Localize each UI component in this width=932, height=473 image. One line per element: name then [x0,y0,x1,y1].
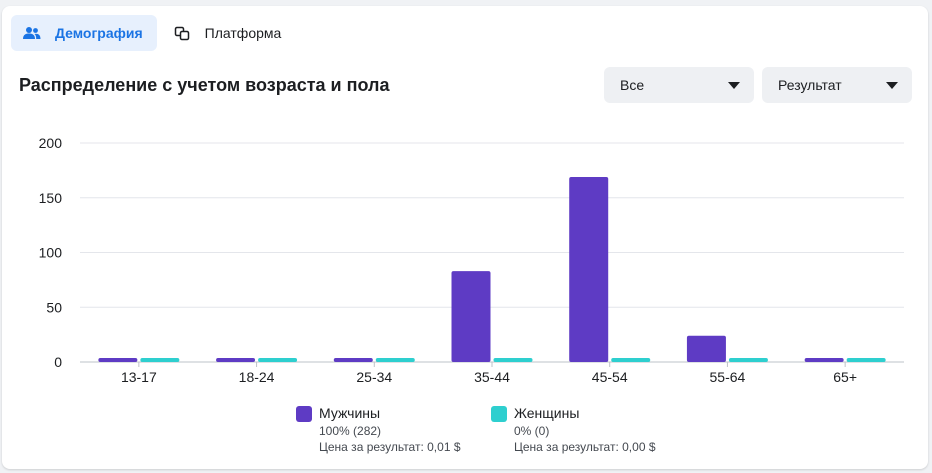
legend-share-women: 0% (0) [514,424,550,438]
y-tick-label: 0 [54,354,62,370]
bar-women [846,358,886,362]
bar-men [216,358,256,362]
legend-swatch-women [491,406,507,422]
bar-women [140,358,180,362]
bar-men [804,358,844,362]
metric-dropdown-value: Результат [778,77,842,93]
platform-icon [173,24,191,42]
chevron-down-icon [886,81,898,89]
x-tick-label: 35-44 [474,369,510,385]
audience-dropdown[interactable]: Все [604,67,754,103]
legend-swatch-men [296,406,312,422]
chevron-down-icon [728,81,740,89]
legend-cost-women: Цена за результат: 0,00 $ [514,440,656,454]
x-tick-label: 25-34 [356,369,392,385]
tab-demographics[interactable]: Демография [11,15,157,51]
bar-men [451,271,491,362]
bar-women [375,358,415,362]
y-tick-label: 200 [39,135,63,151]
x-tick-label: 55-64 [710,369,746,385]
tab-bar: Демография Платформа [11,15,295,51]
bar-women [493,358,533,362]
x-tick-label: 13-17 [121,369,157,385]
y-tick-label: 50 [46,299,62,315]
bar-men [98,358,138,362]
tab-platform[interactable]: Платформа [163,15,296,51]
legend-cost-men: Цена за результат: 0,01 $ [319,440,461,454]
bar-women [258,358,298,362]
metric-dropdown[interactable]: Результат [762,67,912,103]
legend-name-men: Мужчины [319,405,381,421]
bar-men [569,176,609,362]
bar-women [611,358,651,362]
bar-men [333,358,373,362]
bar-men [686,335,726,362]
y-tick-label: 100 [39,245,63,261]
x-tick-label: 45-54 [592,369,628,385]
x-tick-label: 18-24 [239,369,275,385]
tab-platform-label: Платформа [204,25,282,41]
tab-demographics-label: Демография [55,25,143,41]
section-title: Распределение с учетом возраста и пола [19,75,390,95]
y-tick-label: 150 [39,190,63,206]
audience-dropdown-value: Все [620,77,645,93]
legend-share-men: 100% (282) [319,424,382,438]
legend-name-women: Женщины [514,405,580,421]
bar-women [728,358,768,362]
people-icon [23,24,41,42]
x-tick-label: 65+ [833,369,857,385]
